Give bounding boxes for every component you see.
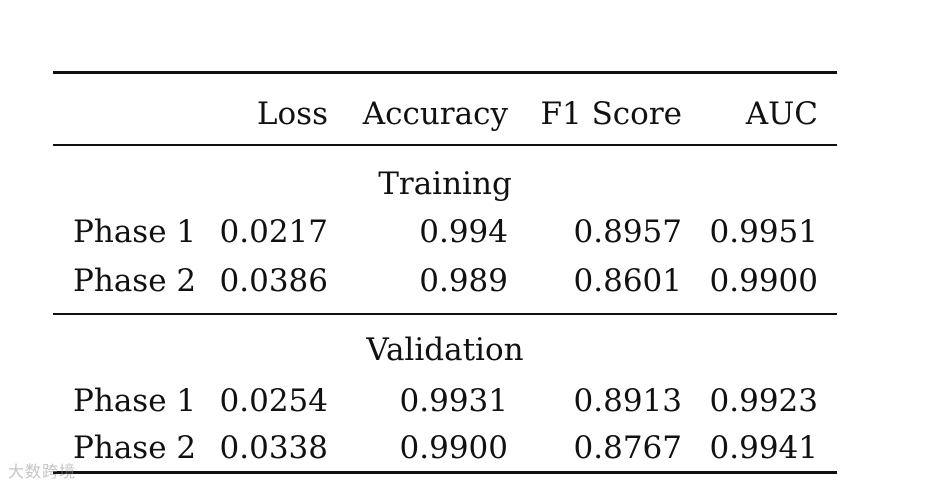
cell-f1-score: 0.8767 xyxy=(573,430,682,466)
cell-f1-score: 0.8957 xyxy=(573,214,682,250)
table-row: Phase 2 0.0386 0.989 0.8601 0.9900 xyxy=(53,257,837,313)
header-row: Loss Accuracy F1 Score AUC xyxy=(53,74,837,144)
cell-accuracy: 0.989 xyxy=(419,263,508,299)
cell-auc: 0.9900 xyxy=(709,263,818,299)
table-row: Phase 2 0.0338 0.9900 0.8767 0.9941 xyxy=(53,426,837,471)
top-rule xyxy=(53,71,837,74)
header-f1-score: F1 Score xyxy=(540,96,682,132)
cell-auc: 0.9941 xyxy=(709,430,818,466)
header-accuracy: Accuracy xyxy=(362,96,508,132)
row-label: Phase 1 xyxy=(73,383,197,419)
cell-accuracy: 0.994 xyxy=(419,214,508,250)
row-label: Phase 2 xyxy=(73,263,197,299)
results-table: Loss Accuracy F1 Score AUC Training Phas… xyxy=(53,71,837,474)
row-label: Phase 1 xyxy=(73,214,197,250)
cell-f1-score: 0.8913 xyxy=(573,383,682,419)
bottom-rule xyxy=(53,471,837,474)
cell-auc: 0.9923 xyxy=(709,383,818,419)
table-row: Phase 1 0.0217 0.994 0.8957 0.9951 xyxy=(53,208,837,257)
cell-accuracy: 0.9900 xyxy=(399,430,508,466)
watermark-text: 大数跨境 xyxy=(8,462,77,481)
row-label: Phase 2 xyxy=(73,430,197,466)
header-rule xyxy=(53,144,837,146)
section-title-training: Training xyxy=(378,166,512,202)
section-title-row: Training xyxy=(53,146,837,208)
header-auc: AUC xyxy=(745,96,818,132)
cell-loss: 0.0217 xyxy=(219,214,328,250)
section-title-validation: Validation xyxy=(366,332,524,368)
section-rule xyxy=(53,313,837,315)
section-title-row: Validation xyxy=(53,315,837,377)
cell-f1-score: 0.8601 xyxy=(573,263,682,299)
header-loss: Loss xyxy=(256,96,328,132)
cell-auc: 0.9951 xyxy=(709,214,818,250)
cell-loss: 0.0386 xyxy=(219,263,328,299)
cell-loss: 0.0338 xyxy=(219,430,328,466)
watermark-logo: 大数跨境 xyxy=(8,458,76,482)
table-row: Phase 1 0.0254 0.9931 0.8913 0.9923 xyxy=(53,377,837,426)
cell-loss: 0.0254 xyxy=(219,383,328,419)
cell-accuracy: 0.9931 xyxy=(399,383,508,419)
